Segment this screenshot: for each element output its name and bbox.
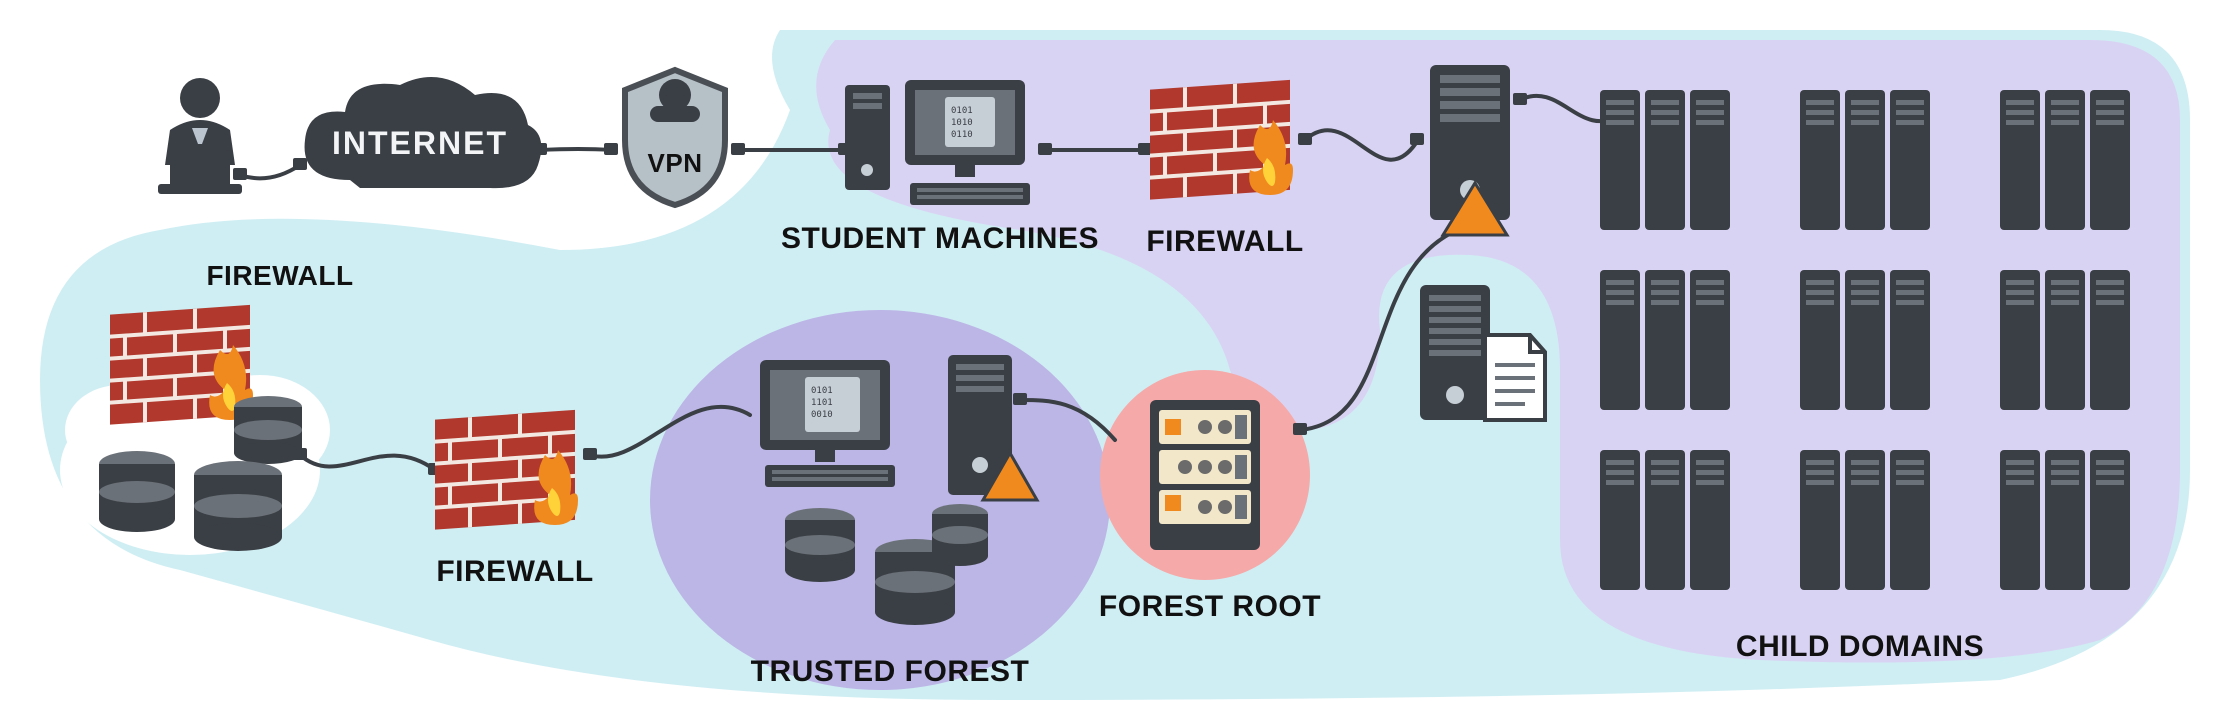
firewall-bottom-icon xyxy=(430,400,590,550)
user-icon xyxy=(130,70,270,200)
internet-label: INTERNET xyxy=(290,125,550,162)
trusted-forest-label: TRUSTED FOREST xyxy=(740,655,1040,689)
trusted-pc-icon: 0101 1101 0010 xyxy=(750,355,940,495)
svg-text:1010: 1010 xyxy=(951,118,973,128)
vpn-shield-icon: VPN xyxy=(610,60,740,210)
trusted-dbs-icon xyxy=(775,500,995,640)
internet-cloud-icon: INTERNET xyxy=(290,70,550,220)
svg-text:0101: 0101 xyxy=(951,106,973,116)
svg-text:0101: 0101 xyxy=(811,386,833,396)
student-pc-icon: 0101 1010 0110 xyxy=(845,75,1045,215)
warning-trusted-icon xyxy=(980,450,1040,505)
child-domains-label: CHILD DOMAINS xyxy=(1650,630,2070,664)
student-machines-label: STUDENT MACHINES xyxy=(780,222,1100,256)
firewall-bottom-label: FIREWALL xyxy=(430,555,600,589)
svg-text:1101: 1101 xyxy=(811,398,833,408)
forest-root-label: FOREST ROOT xyxy=(1095,590,1325,624)
firewall-top-label: FIREWALL xyxy=(1135,225,1315,259)
svg-text:0110: 0110 xyxy=(951,130,973,140)
vpn-label: VPN xyxy=(610,148,740,179)
firewall-left-label: FIREWALL xyxy=(195,260,365,292)
firewall-top-icon xyxy=(1145,70,1305,220)
forest-root-rack-icon xyxy=(1145,395,1265,555)
left-dbs-icon xyxy=(95,395,335,565)
svg-text:0010: 0010 xyxy=(811,410,833,420)
file-server-icon xyxy=(1415,280,1555,430)
child-domains-clusters xyxy=(1600,90,2180,610)
warning-top-icon xyxy=(1440,180,1510,240)
